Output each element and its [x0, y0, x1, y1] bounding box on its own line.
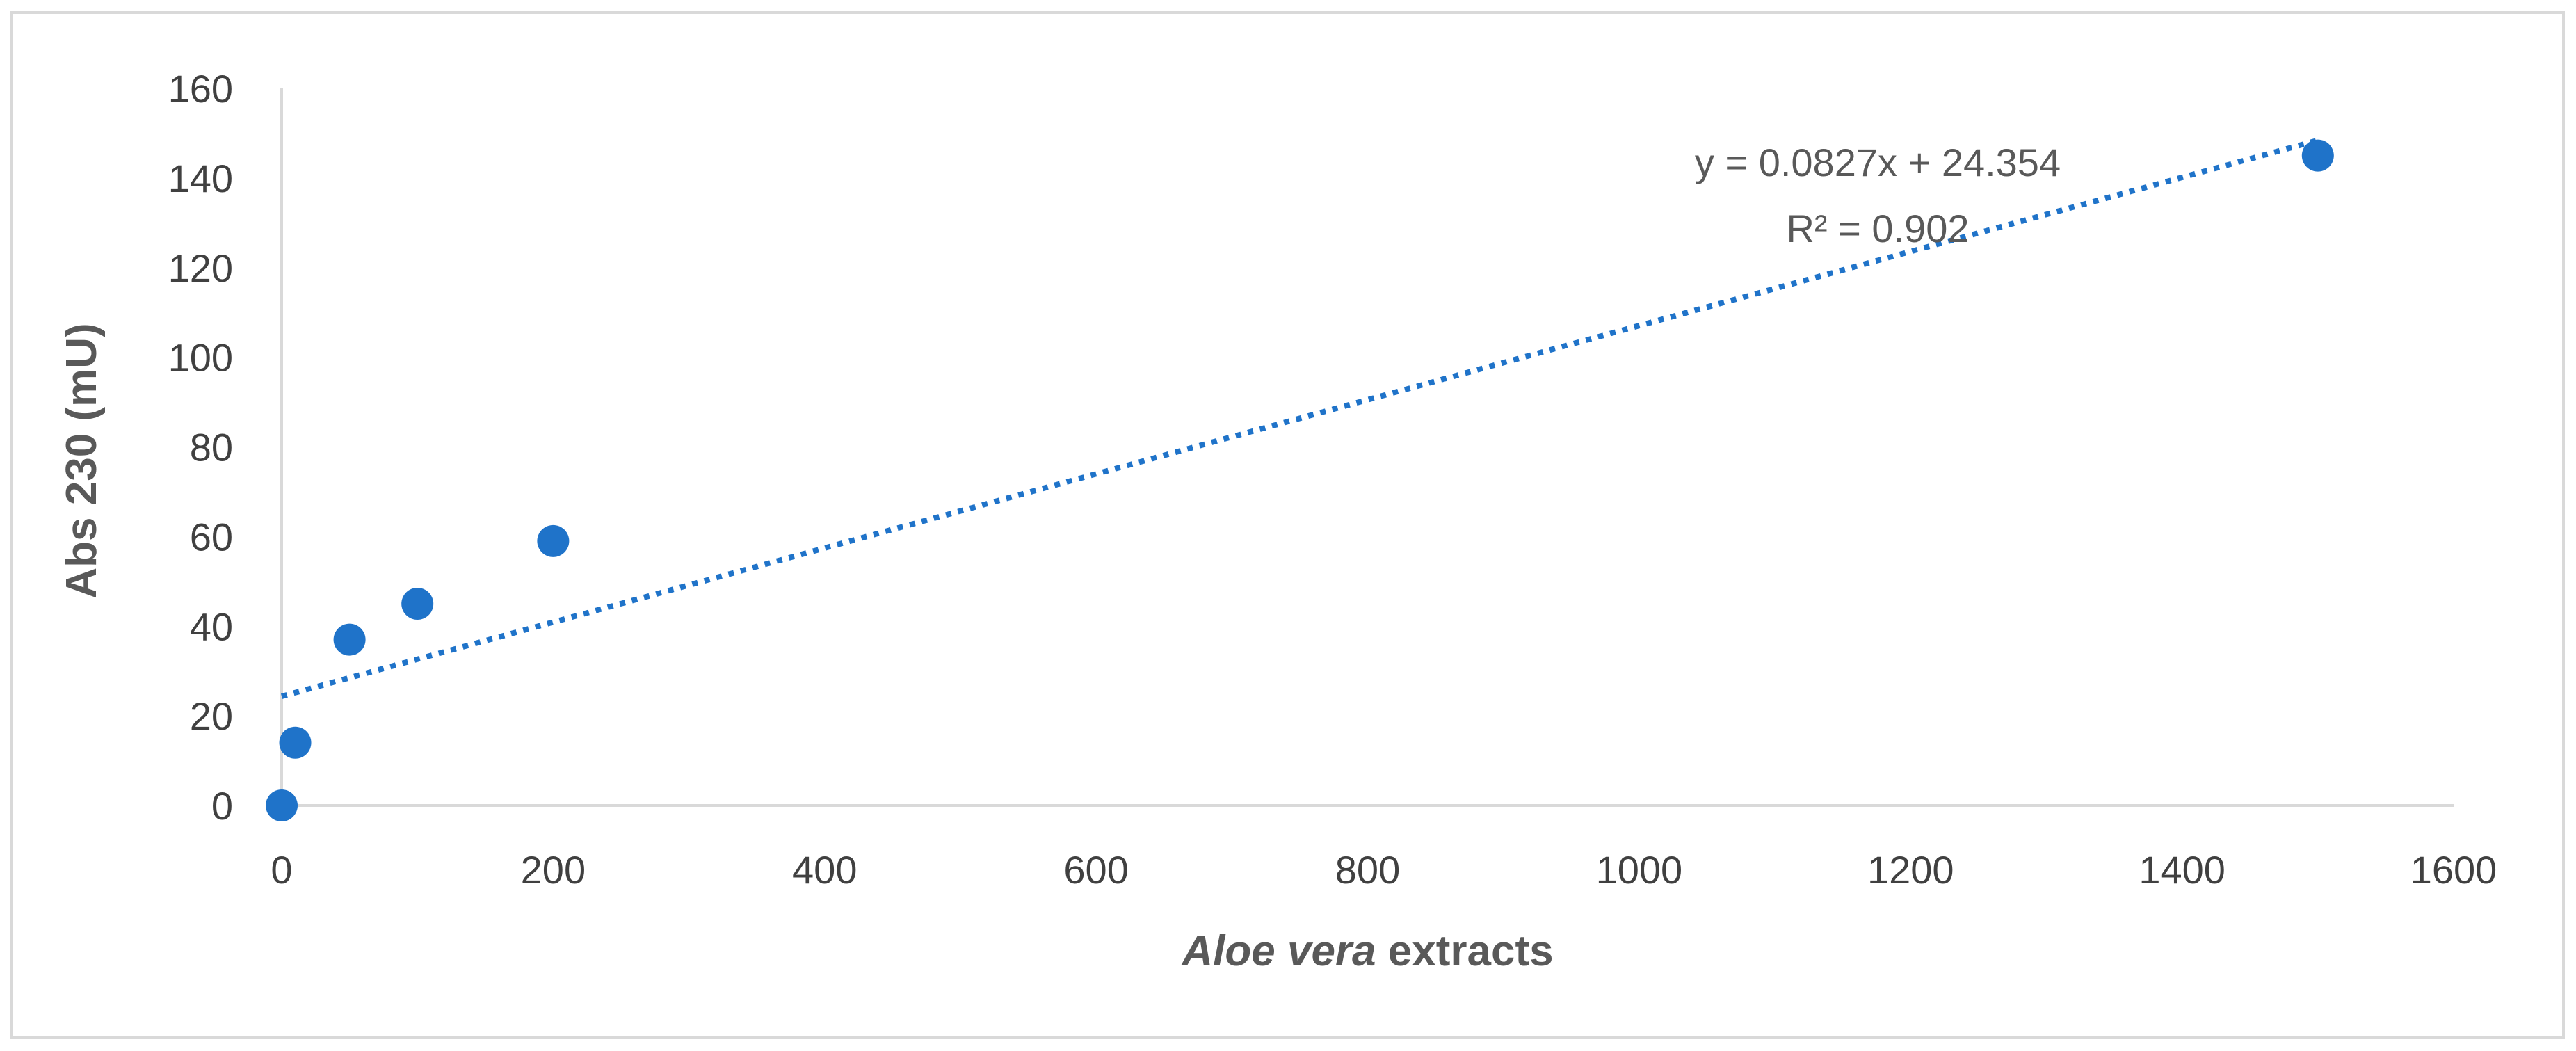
- axes: [280, 88, 2454, 807]
- y-axis-title: Abs 230 (mU): [58, 323, 106, 598]
- trendline-group: [280, 137, 2319, 699]
- data-point: [2301, 139, 2334, 172]
- x-tick-label: 800: [1335, 848, 1400, 892]
- trendline-equation: y = 0.0827x + 24.354: [1695, 141, 2061, 184]
- x-axis-title-rest: extracts: [1376, 927, 1554, 975]
- x-axis-title: Aloe vera extracts: [1180, 927, 1553, 975]
- x-tick-label: 1000: [1596, 848, 1683, 892]
- x-tick-label: 0: [271, 848, 292, 892]
- y-tick-label: 100: [168, 336, 233, 380]
- y-tick-label: 0: [211, 784, 233, 828]
- data-point: [537, 524, 570, 557]
- data-point: [333, 623, 366, 656]
- x-tick-label: 1600: [2410, 848, 2497, 892]
- data-point: [266, 789, 298, 821]
- data-points: [266, 139, 2334, 821]
- y-tick-label: 60: [190, 515, 233, 559]
- data-point: [401, 588, 434, 620]
- y-tick-label: 140: [168, 157, 233, 200]
- x-tick-label: 200: [521, 848, 586, 892]
- y-tick-label: 20: [190, 694, 233, 738]
- y-tick-label: 160: [168, 67, 233, 111]
- x-tick-label: 600: [1063, 848, 1128, 892]
- trendline: [280, 137, 2319, 699]
- x-axis-title-italic: Aloe vera: [1180, 927, 1376, 975]
- trendline-r2: R² = 0.902: [1786, 207, 1969, 250]
- y-tick-labels: 0 20 40 60 80 100 120 140 160: [168, 67, 233, 828]
- x-tick-label: 1200: [1867, 848, 1954, 892]
- chart-frame: [10, 11, 2565, 1039]
- y-tick-label: 40: [190, 604, 233, 648]
- y-tick-label: 80: [190, 426, 233, 470]
- x-tick-label: 400: [792, 848, 857, 892]
- x-tick-labels: 0 200 400 600 800 1000 1200 1400 1600: [271, 848, 2497, 892]
- y-tick-label: 120: [168, 246, 233, 290]
- x-tick-label: 1400: [2139, 848, 2225, 892]
- data-point: [279, 726, 312, 759]
